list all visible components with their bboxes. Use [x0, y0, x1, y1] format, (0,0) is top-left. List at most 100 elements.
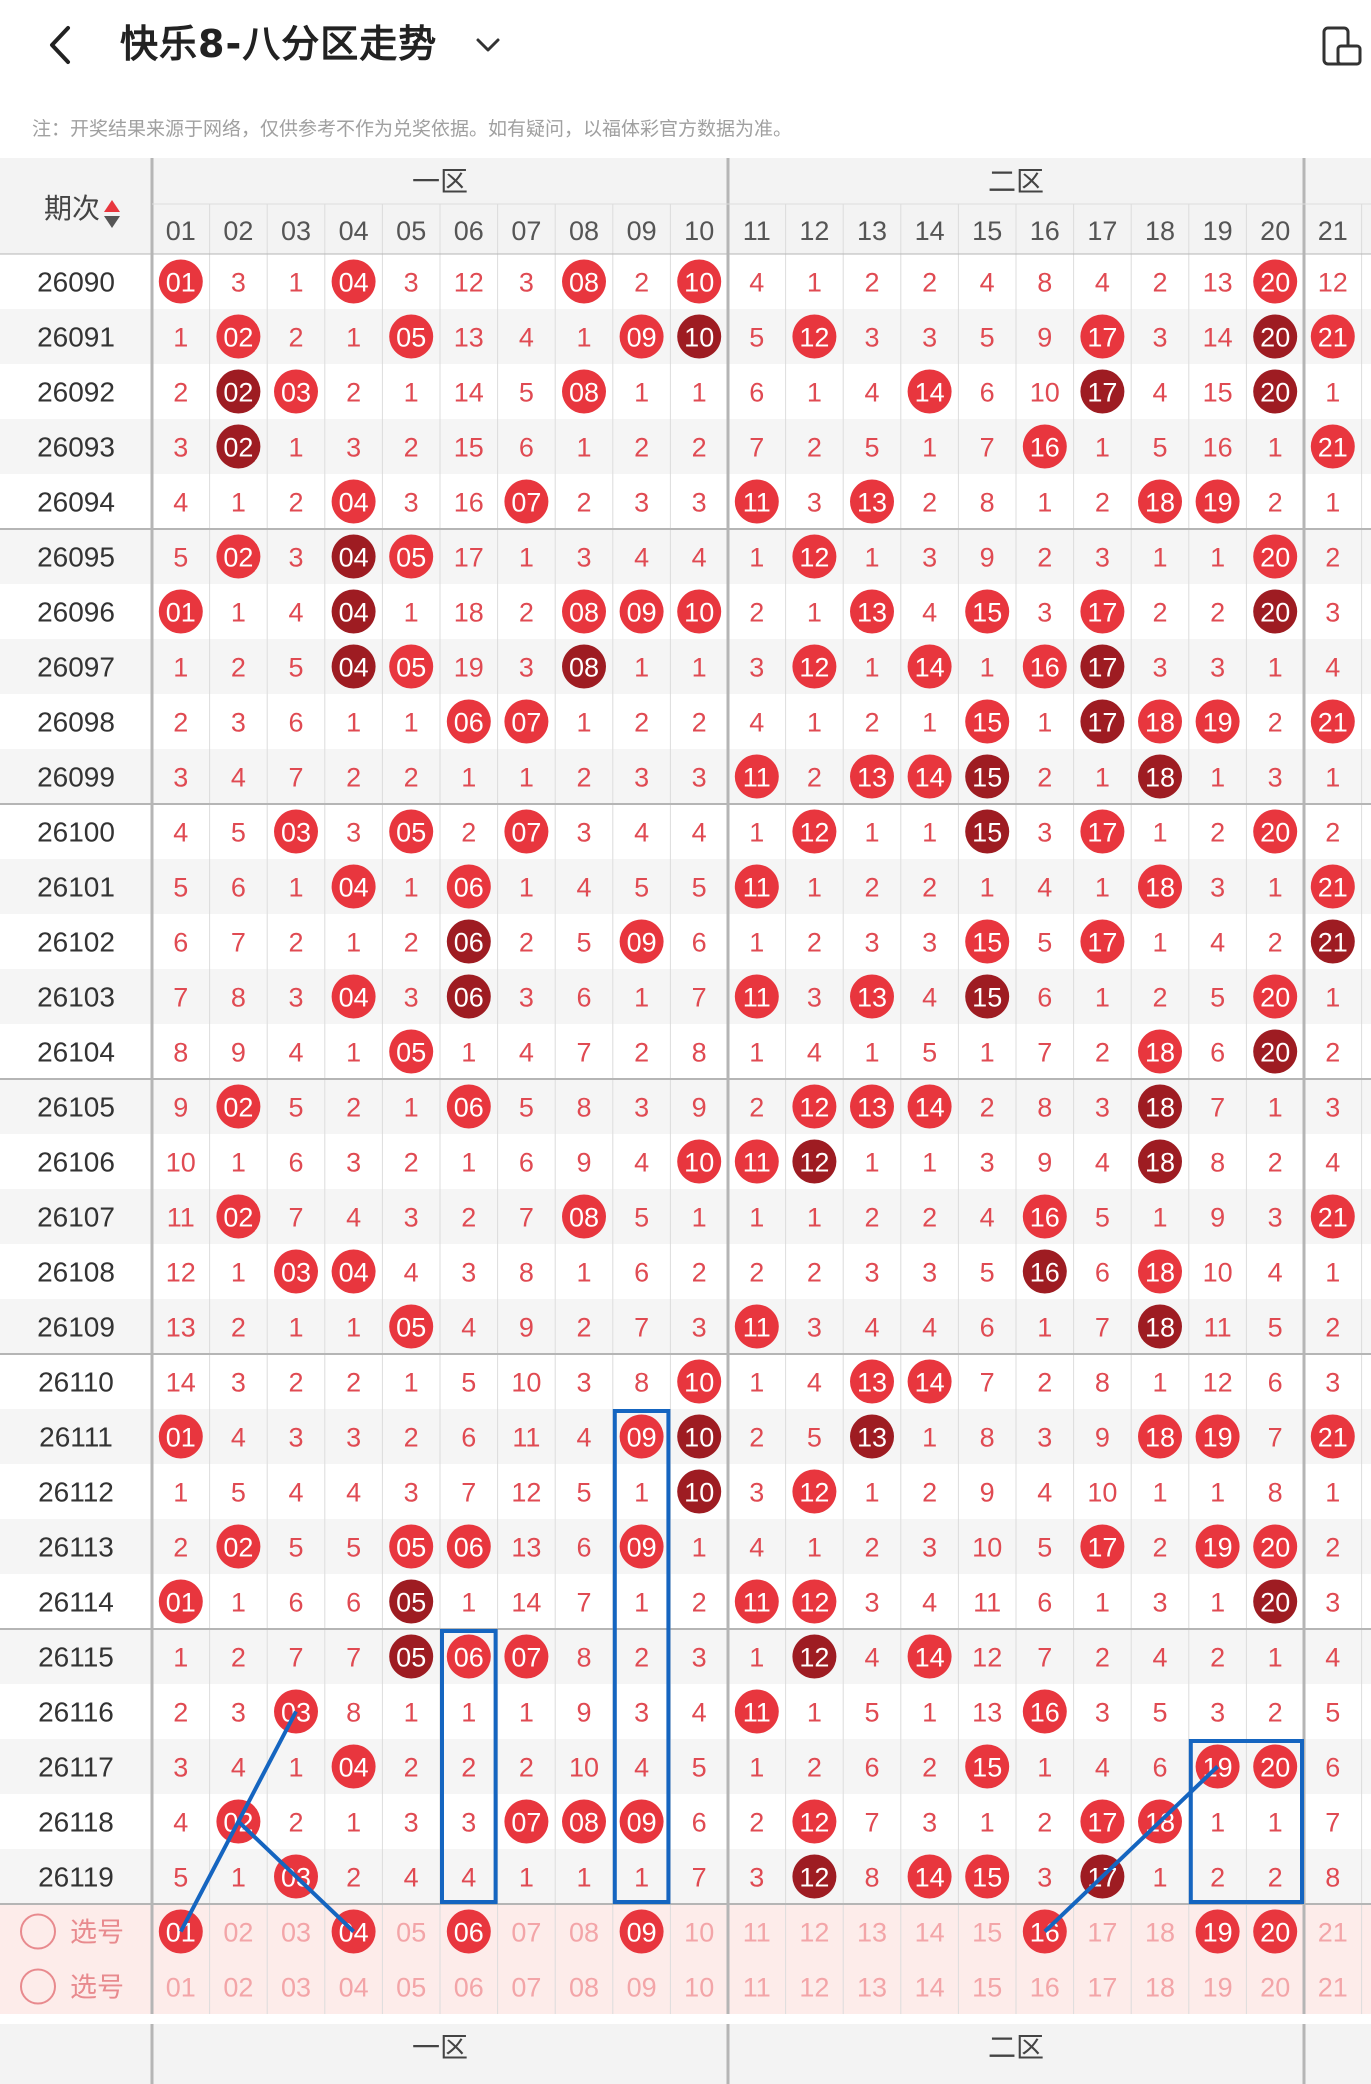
selected-number[interactable]: 06 — [454, 1918, 484, 1948]
device-rotate-icon[interactable] — [1320, 22, 1364, 70]
miss-count: 6 — [1325, 1753, 1340, 1783]
select-number[interactable]: 07 — [511, 1973, 541, 2003]
page-title[interactable]: 快乐8-八分区走势 — [120, 22, 438, 66]
miss-count: 2 — [1095, 1038, 1110, 1068]
miss-count: 1 — [1152, 1478, 1167, 1508]
select-radio[interactable] — [20, 1913, 56, 1950]
miss-count: 1 — [980, 653, 995, 683]
hit-ball — [1195, 699, 1240, 744]
miss-count: 4 — [1268, 1258, 1283, 1288]
miss-count: 4 — [749, 708, 764, 738]
select-number[interactable]: 14 — [915, 1918, 945, 1948]
select-number[interactable]: 21 — [1318, 1973, 1348, 2003]
select-number[interactable]: 12 — [799, 1918, 829, 1948]
selected-ball[interactable] — [1253, 1909, 1298, 1954]
select-number[interactable]: 09 — [627, 1973, 657, 2003]
hit-ball — [1253, 314, 1298, 359]
select-number[interactable]: 06 — [454, 1973, 484, 2003]
select-number[interactable]: 05 — [396, 1973, 426, 2003]
column-header: 20 — [1260, 216, 1290, 246]
select-label[interactable]: 选号 — [70, 1918, 124, 1949]
select-number[interactable]: 18 — [1145, 1973, 1175, 2003]
select-number[interactable]: 17 — [1087, 1918, 1117, 1948]
hit-number: 12 — [799, 1808, 829, 1838]
select-number[interactable]: 12 — [799, 1973, 829, 2003]
miss-count: 1 — [1095, 1588, 1110, 1618]
select-number[interactable]: 20 — [1260, 1973, 1290, 2003]
hit-number: 12 — [799, 1093, 829, 1123]
sort-down-icon[interactable] — [104, 216, 120, 228]
selected-number[interactable]: 19 — [1203, 1918, 1233, 1948]
miss-count: 2 — [864, 873, 879, 903]
hit-number: 05 — [396, 323, 426, 353]
miss-count: 8 — [519, 1258, 534, 1288]
hit-ball — [331, 259, 376, 304]
chevron-left-icon[interactable] — [40, 20, 80, 70]
select-number[interactable]: 08 — [569, 1973, 599, 2003]
select-number[interactable]: 13 — [857, 1918, 887, 1948]
select-number[interactable]: 02 — [223, 1973, 253, 2003]
miss-count: 2 — [864, 708, 879, 738]
select-number[interactable]: 03 — [281, 1973, 311, 2003]
select-number[interactable]: 05 — [396, 1918, 426, 1948]
miss-count: 1 — [1152, 543, 1167, 573]
miss-count: 3 — [807, 983, 822, 1013]
select-number[interactable]: 21 — [1318, 1918, 1348, 1948]
select-number[interactable]: 19 — [1203, 1973, 1233, 2003]
hit-number: 19 — [1203, 1423, 1233, 1453]
select-number[interactable]: 15 — [972, 1918, 1002, 1948]
select-number[interactable]: 10 — [684, 1973, 714, 2003]
select-number[interactable]: 01 — [166, 1973, 196, 2003]
miss-count: 1 — [864, 1038, 879, 1068]
miss-count: 1 — [519, 763, 534, 793]
hit-number: 17 — [1087, 1533, 1117, 1563]
miss-count: 1 — [864, 1478, 879, 1508]
select-number[interactable]: 13 — [857, 1973, 887, 2003]
select-number[interactable]: 17 — [1087, 1973, 1117, 2003]
miss-count: 1 — [749, 818, 764, 848]
select-number[interactable]: 14 — [915, 1973, 945, 2003]
select-number[interactable]: 11 — [743, 1918, 771, 1948]
hit-ball — [1253, 589, 1298, 634]
select-number[interactable]: 11 — [743, 1973, 771, 2003]
select-number[interactable]: 18 — [1145, 1918, 1175, 1948]
miss-count: 2 — [1037, 1368, 1052, 1398]
select-label[interactable]: 选号 — [70, 1973, 124, 2004]
select-number[interactable]: 02 — [223, 1918, 253, 1948]
select-number[interactable]: 15 — [972, 1973, 1002, 2003]
column-header: 05 — [396, 216, 426, 246]
selected-number[interactable]: 01 — [166, 1918, 196, 1948]
column-header: 03 — [281, 216, 311, 246]
select-number[interactable]: 04 — [339, 1973, 369, 2003]
selected-number[interactable]: 09 — [627, 1918, 657, 1948]
hit-ball — [677, 1139, 722, 1184]
select-number[interactable]: 03 — [281, 1918, 311, 1948]
miss-count: 5 — [173, 1863, 188, 1893]
selected-ball[interactable] — [1195, 1909, 1240, 1954]
trend-chart: 一区一区二区二区期次-01010202030304040505060607070… — [0, 158, 1371, 2084]
miss-count: 5 — [173, 543, 188, 573]
miss-count: 3 — [807, 1313, 822, 1343]
miss-count: 2 — [634, 708, 649, 738]
select-number[interactable]: 08 — [569, 1918, 599, 1948]
miss-count: 2 — [346, 763, 361, 793]
miss-count: 4 — [922, 983, 937, 1013]
hit-number: 04 — [339, 873, 369, 903]
select-radio[interactable] — [20, 1968, 56, 2005]
select-number[interactable]: 16 — [1030, 1973, 1060, 2003]
selected-number[interactable]: 20 — [1260, 1918, 1290, 1948]
hit-number: 13 — [857, 488, 887, 518]
miss-count: 3 — [173, 433, 188, 463]
period-header[interactable]: 期次 — [44, 192, 100, 225]
select-number[interactable]: 07 — [511, 1918, 541, 1948]
chevron-down-icon[interactable] — [470, 30, 506, 60]
select-number[interactable]: 10 — [684, 1918, 714, 1948]
selected-ball[interactable] — [446, 1909, 491, 1954]
hit-number: 12 — [799, 653, 829, 683]
sort-up-icon[interactable] — [104, 200, 120, 212]
miss-count: 3 — [1095, 543, 1110, 573]
hit-number: 04 — [339, 488, 369, 518]
selected-ball[interactable] — [619, 1909, 664, 1954]
miss-count: 2 — [807, 433, 822, 463]
hit-number: 07 — [511, 818, 541, 848]
